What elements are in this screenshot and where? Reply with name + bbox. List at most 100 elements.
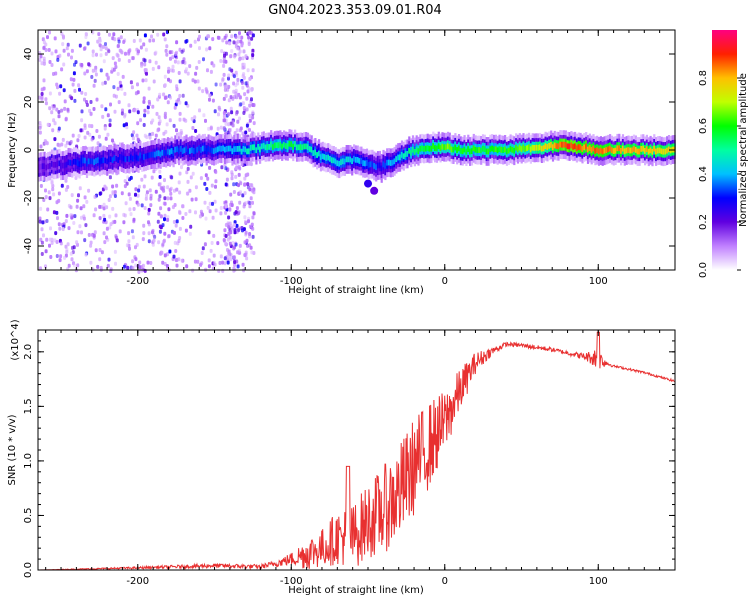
noise-cell <box>190 197 194 202</box>
noise-cell <box>52 118 56 123</box>
figure-title: GN04.2023.353.09.01.R04 <box>268 3 442 18</box>
noise-cell <box>222 114 226 119</box>
noise-cell <box>178 117 182 122</box>
noise-cell <box>136 82 139 87</box>
noise-cell <box>117 57 121 62</box>
ridge-cell <box>211 147 214 154</box>
noise-cell <box>251 226 255 231</box>
snr-scale-label: (x10^4) <box>10 319 21 360</box>
noise-cell <box>189 43 193 48</box>
noise-cell <box>144 47 148 52</box>
ridge-cell <box>537 144 540 151</box>
noise-cell <box>126 265 130 270</box>
noise-cell <box>248 201 252 205</box>
noise-cell <box>148 59 152 64</box>
noise-cell <box>72 71 76 76</box>
noise-cell <box>63 255 67 260</box>
noise-cell <box>111 184 115 189</box>
snr-x-label: Height of straight line (km) <box>288 585 424 596</box>
ridge-cell <box>594 148 597 154</box>
noise-cell <box>50 63 54 67</box>
ridge-cell <box>610 147 613 153</box>
noise-cell <box>47 190 51 195</box>
ridge-cell <box>561 141 564 148</box>
ridge-cell <box>152 151 155 158</box>
ridge-cell <box>620 148 623 154</box>
noise-cell <box>250 183 254 188</box>
ridge-cell <box>120 154 124 161</box>
ridge-cell <box>553 142 556 149</box>
noise-cell <box>178 111 182 116</box>
noise-cell <box>127 103 131 108</box>
ridge-cell <box>61 162 65 169</box>
noise-cell <box>101 114 105 119</box>
noise-cell <box>163 217 166 222</box>
ridge-cell <box>235 146 238 152</box>
ridge-cell <box>275 142 278 148</box>
noise-cell <box>166 100 170 105</box>
ridge-cell <box>612 148 615 154</box>
ridge-cell <box>170 148 173 154</box>
noise-cell <box>141 237 145 242</box>
ridge-cell <box>253 144 256 151</box>
noise-cell <box>48 196 52 201</box>
noise-cell <box>62 62 66 67</box>
noise-cell <box>172 123 176 128</box>
ridge-cell <box>353 155 356 162</box>
ridge-cell <box>373 163 376 169</box>
ridge-cell <box>491 145 494 152</box>
noise-cell <box>127 239 131 244</box>
spectrogram-y-tick-label: -40 <box>23 238 34 254</box>
noise-cell <box>227 215 231 220</box>
noise-cell <box>198 46 201 51</box>
ridge-cell <box>533 145 536 151</box>
noise-cell <box>157 240 161 245</box>
noise-cell <box>130 56 134 61</box>
ridge-cell <box>634 147 637 153</box>
noise-cell <box>96 264 100 269</box>
noise-cell <box>220 165 224 170</box>
noise-cell <box>113 109 117 114</box>
ridge-cell <box>421 145 424 152</box>
ridge-cell <box>166 148 170 155</box>
noise-cell <box>222 96 226 101</box>
noise-cell <box>128 109 132 114</box>
noise-cell <box>125 122 128 127</box>
noise-cell <box>58 226 62 231</box>
ridge-cell <box>87 158 90 165</box>
ridge-cell <box>354 156 357 163</box>
noise-cell <box>78 43 82 48</box>
ridge-cell <box>108 156 111 163</box>
noise-cell <box>180 258 184 263</box>
noise-cell <box>80 109 84 114</box>
ridge-cell <box>653 145 656 152</box>
noise-cell <box>250 97 253 102</box>
ridge-cell <box>262 142 265 149</box>
noise-cell <box>236 119 240 124</box>
ridge-cell <box>284 143 287 149</box>
noise-cell <box>127 59 131 63</box>
ridge-cell <box>218 145 221 152</box>
noise-cell <box>237 92 241 97</box>
noise-cell <box>136 121 140 126</box>
noise-cell <box>91 68 95 73</box>
spectrogram-y-axis: -40 -20 0 20 40 <box>23 48 675 254</box>
ridge-cell <box>478 147 481 153</box>
noise-cell <box>65 213 69 218</box>
noise-cell <box>167 234 170 239</box>
noise-cell <box>173 240 177 245</box>
noise-cell <box>125 243 129 248</box>
noise-cell <box>169 191 173 196</box>
noise-cell <box>219 254 223 259</box>
noise-cell <box>116 53 120 58</box>
noise-cell <box>89 100 93 104</box>
noise-cell <box>245 256 249 261</box>
ridge-cell <box>365 160 369 166</box>
noise-cell <box>94 207 98 212</box>
noise-cell <box>227 76 230 81</box>
noise-cell <box>138 265 142 270</box>
ridge-cell <box>248 148 251 155</box>
noise-cell <box>191 78 195 83</box>
noise-cell <box>53 137 57 142</box>
noise-cell <box>124 51 127 56</box>
